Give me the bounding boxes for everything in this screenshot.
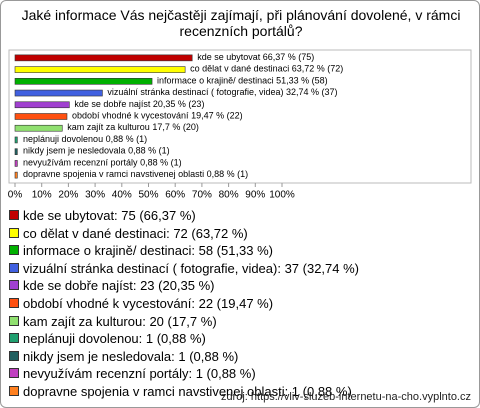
bar-label: kam zajít za kulturou 17,7 % (20) <box>67 123 199 133</box>
legend-item: období vhodné k vycestování: 22 (19,47 %… <box>9 295 359 313</box>
legend-item: kde se ubytovat: 75 (66,37 %) <box>9 207 359 225</box>
legend-label: období vhodné k vycestování: 22 (19,47 %… <box>23 295 274 311</box>
bar-label: nikdy jsem je nesledovala 0,88 % (1) <box>23 146 170 156</box>
legend-item: nevyužívám recenzní portály: 1 (0,88 %) <box>9 365 359 383</box>
bar <box>14 160 18 167</box>
legend-swatch <box>9 297 19 308</box>
legend-swatch <box>9 227 19 238</box>
legend-label: nevyužívám recenzní portály: 1 (0,88 %) <box>23 366 256 382</box>
legend-swatch <box>9 350 19 361</box>
legend-item: kam zajít za kulturou: 20 (17,7 %) <box>9 313 359 331</box>
legend-swatch <box>9 210 19 220</box>
bar-category: informace o krajině/ destinaci <box>157 76 274 86</box>
bar-category: neplánuji dovolenou <box>23 134 103 144</box>
chart-title: Jaké informace Vás nejčastěji zajímají, … <box>21 7 461 39</box>
bar-label: dopravne spojenia v ramci navstivenej ob… <box>23 170 248 180</box>
x-tick-label: 50% <box>138 190 158 201</box>
bar-category: období vhodné k vycestování <box>72 111 189 121</box>
source: zdroj: https://vliv-sluzeb-internetu-na-… <box>220 391 471 403</box>
bar <box>14 66 186 73</box>
bar-label: kde se ubytovat 66,37 % (75) <box>197 52 314 62</box>
x-tick-label: 70% <box>192 190 212 201</box>
legend-label: vizuální stránka destinací ( fotografie,… <box>23 260 360 276</box>
x-tick-label: 30% <box>85 190 105 201</box>
bar-value-label: 0,88 % (1) <box>207 170 249 180</box>
bar <box>14 54 193 62</box>
legend-swatch <box>9 245 19 256</box>
legend-item: dopravne spojenia v ramci navstivenej ob… <box>9 383 359 401</box>
legend-label: dopravne spojenia v ramci navstivenej ob… <box>23 383 352 399</box>
bar <box>14 101 70 109</box>
bar <box>14 148 18 155</box>
legend-label: informace o krajině/ destinaci: 58 (51,3… <box>23 243 274 259</box>
legend-label: co dělat v dané destinaci: 72 (63,72 %) <box>23 225 248 241</box>
bar-label: informace o krajině/ destinaci 51,33 % (… <box>157 76 328 86</box>
x-tick-label: 100% <box>269 190 295 201</box>
legend-swatch <box>9 280 19 291</box>
x-tick-label: 40% <box>112 190 132 201</box>
legend-swatch <box>9 315 19 326</box>
bar <box>14 113 68 120</box>
legend-label: kam zajít za kulturou: 20 (17,7 %) <box>23 313 217 329</box>
legend-item: vizuální stránka destinací ( fotografie,… <box>9 260 359 278</box>
legend-swatch <box>9 368 19 379</box>
bar-label: neplánuji dovolenou 0,88 % (1) <box>23 134 147 144</box>
bar-category: kam zajít za kulturou <box>67 123 150 133</box>
bar <box>14 136 18 144</box>
bar-value-label: 32,74 % (37) <box>286 87 338 97</box>
bar-value-label: 17,7 % (20) <box>152 123 199 133</box>
legend-item: kde se dobře najíst: 23 (20,35 %) <box>9 277 359 295</box>
x-tick-label: 60% <box>165 190 185 201</box>
bar-category: vizuální stránka destinací ( fotografie,… <box>107 87 283 97</box>
bar-category: dopravne spojenia v ramci navstivenej ob… <box>23 170 204 180</box>
legend-swatch <box>9 262 19 273</box>
bar-label: nevyužívám recenzní portály 0,88 % (1) <box>23 158 182 168</box>
legend-label: kde se dobře najíst: 23 (20,35 %) <box>23 278 215 294</box>
x-tick-label: 10% <box>32 190 52 201</box>
plot: 0% 10% 20% 30% 40% 50% 60% 70% 80% 90% 100% kde se … <box>8 49 472 201</box>
bar-value-label: 20,35 % (23) <box>153 99 205 109</box>
bar-category: nevyužívám recenzní portály <box>23 158 138 168</box>
x-tick-label: 80% <box>219 190 239 201</box>
legend-item: informace o krajině/ destinaci: 58 (51,3… <box>9 242 359 260</box>
legend-label: neplánuji dovolenou: 1 (0,88 %) <box>23 331 206 347</box>
bar-value-label: 19,47 % (22) <box>191 111 243 121</box>
bar-value-label: 66,37 % (75) <box>263 52 315 62</box>
legend-label: nikdy jsem je nesledovala: 1 (0,88 %) <box>23 348 239 364</box>
legend-swatch <box>9 385 19 396</box>
bar <box>14 124 63 132</box>
bar-label: co dělat v dané destinaci 63,72 % (72) <box>190 64 343 74</box>
bar-value-label: 51,33 % (58) <box>276 76 328 86</box>
legend-item: nikdy jsem je nesledovala: 1 (0,88 %) <box>9 348 359 366</box>
bar-label: období vhodné k vycestování 19,47 % (22) <box>72 111 243 121</box>
bar-value-label: 0,88 % (1) <box>106 134 148 144</box>
bar-value-label: 63,72 % (72) <box>292 64 344 74</box>
bar-category: kde se ubytovat <box>197 52 261 62</box>
x-tick-label: 0% <box>8 190 23 201</box>
legend-item: neplánuji dovolenou: 1 (0,88 %) <box>9 330 359 348</box>
bar-category: co dělat v dané destinaci <box>190 64 289 74</box>
legend-label: kde se ubytovat: 75 (66,37 %) <box>23 208 196 223</box>
legend-item: co dělat v dané destinaci: 72 (63,72 %) <box>9 225 359 243</box>
bar <box>14 171 18 179</box>
bar-label: vizuální stránka destinací ( fotografie,… <box>107 87 337 97</box>
bar-value-label: 0,88 % (1) <box>140 158 182 168</box>
x-tick-label: 20% <box>58 190 78 201</box>
bar-category: kde se dobře najíst <box>74 99 151 109</box>
bar-category: nikdy jsem je nesledovala <box>23 146 126 156</box>
bar-value-label: 0,88 % (1) <box>128 146 170 156</box>
legend-swatch <box>9 333 19 344</box>
bar <box>14 78 153 85</box>
bar <box>14 89 103 97</box>
legend: kde se ubytovat: 75 (66,37 %) co dělat v … <box>9 207 359 401</box>
x-tick-label: 90% <box>245 190 265 201</box>
plot-frame <box>8 49 472 184</box>
bar-label: kde se dobře najíst 20,35 % (23) <box>74 99 204 109</box>
